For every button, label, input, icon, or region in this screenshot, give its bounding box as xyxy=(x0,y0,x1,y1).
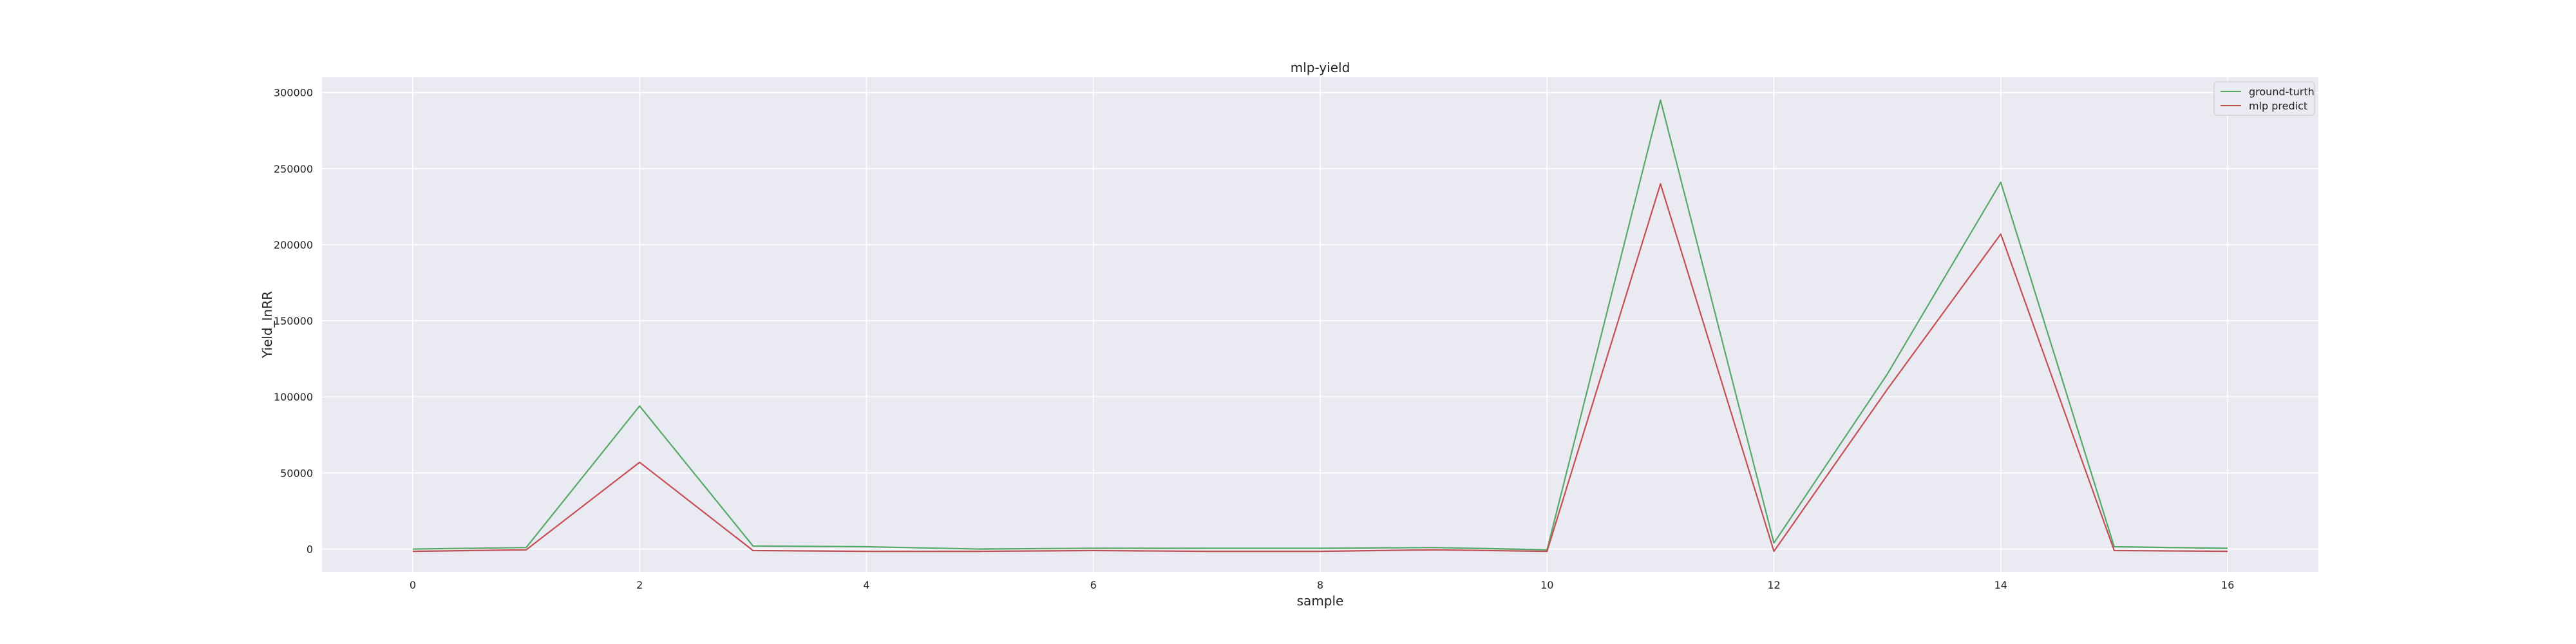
series-line-ground-truth xyxy=(412,99,2228,551)
x-tick-label: 10 xyxy=(1540,579,1553,591)
series-line-mlp-predict xyxy=(412,183,2228,553)
x-tick-label: 12 xyxy=(1767,579,1780,591)
y-tick-label: 200000 xyxy=(274,239,313,251)
y-tick-label: 250000 xyxy=(274,163,313,175)
legend: ground-turth mlp predict xyxy=(2213,81,2315,116)
x-tick-labels: 0 2 4 6 8 10 12 14 16 xyxy=(410,579,2234,591)
grid xyxy=(322,77,2318,572)
y-tick-label: 300000 xyxy=(274,87,313,99)
y-tick-label: 100000 xyxy=(274,391,313,403)
chart-title: mlp-yield xyxy=(1291,60,1350,75)
legend-label-ground-truth: ground-turth xyxy=(2249,86,2315,98)
y-tick-label: 50000 xyxy=(280,467,313,479)
y-tick-label: 150000 xyxy=(274,315,313,327)
x-tick-label: 8 xyxy=(1317,579,1323,591)
y-tick-labels: 0 50000 100000 150000 200000 250000 300000 xyxy=(274,87,313,556)
series-layer xyxy=(412,99,2228,553)
x-tick-label: 14 xyxy=(1994,579,2007,591)
x-tick-label: 2 xyxy=(636,579,643,591)
x-tick-label: 0 xyxy=(410,579,416,591)
y-axis-label: Yield_InRR xyxy=(260,291,275,359)
y-tick-label: 0 xyxy=(307,544,313,556)
legend-label-mlp-predict: mlp predict xyxy=(2249,100,2307,112)
x-tick-label: 6 xyxy=(1090,579,1097,591)
x-tick-label: 4 xyxy=(863,579,869,591)
legend-box xyxy=(2213,81,2315,116)
x-tick-label: 16 xyxy=(2221,579,2234,591)
x-axis-label: sample xyxy=(1297,593,1344,609)
